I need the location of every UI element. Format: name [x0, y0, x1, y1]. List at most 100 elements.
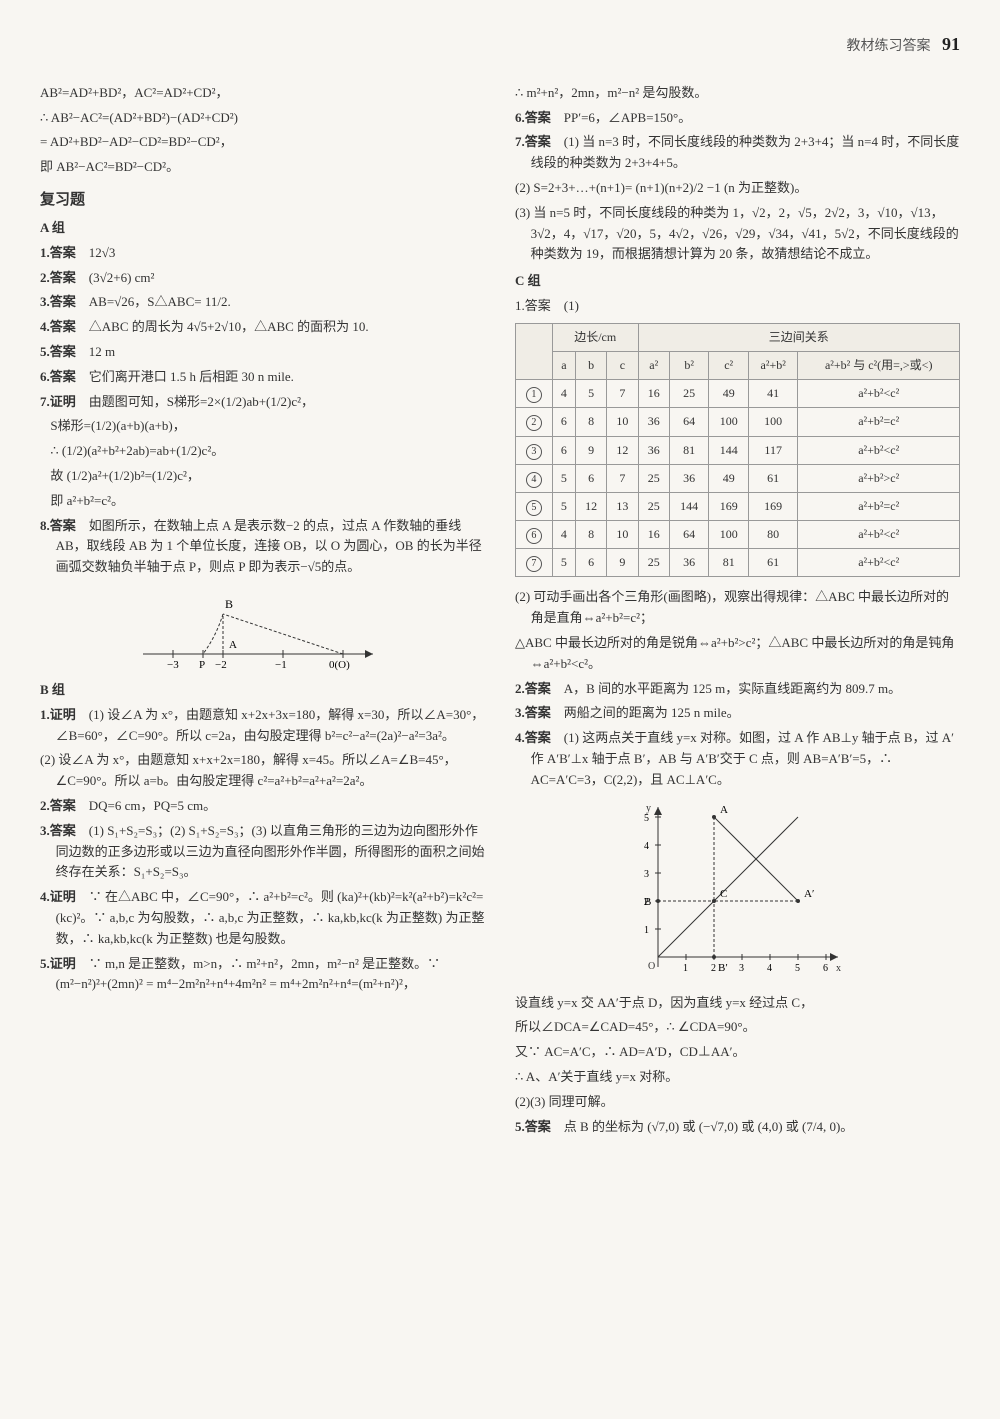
table-cell: 100: [709, 408, 749, 436]
item-num: 8.答案: [40, 518, 76, 533]
item-text: 它们离开港口 1.5 h 后相距 30 n mile.: [89, 369, 294, 384]
th: a²+b²: [748, 351, 797, 379]
table-cell: 8: [575, 521, 606, 549]
item-text: PP′=6，∠APB=150°。: [564, 110, 691, 125]
item-text: 由题图可知，S梯形=2×(1/2)ab+(1/2)c²，: [89, 394, 314, 409]
table-cell: 6: [516, 521, 553, 549]
tick: −1: [275, 659, 287, 671]
c4-line: (2)(3) 同理可解。: [515, 1092, 960, 1113]
page-number: 91: [942, 34, 960, 54]
item-text: 12 m: [89, 344, 115, 359]
svg-text:3: 3: [739, 963, 744, 974]
table-cell: 36: [669, 464, 709, 492]
table-cell: 169: [748, 492, 797, 520]
item-num: 5.证明: [40, 956, 76, 971]
table-cell: 169: [709, 492, 749, 520]
th: b: [575, 351, 606, 379]
item-text: AB=√26，S△ABC= 11/2.: [89, 294, 231, 309]
table-cell: a²+b²=c²: [798, 408, 960, 436]
item-num: 6.答案: [40, 369, 76, 384]
item-num: 6.答案: [515, 110, 551, 125]
th: b²: [669, 351, 709, 379]
group-b-head: B 组: [40, 680, 485, 701]
group-c-head: C 组: [515, 271, 960, 292]
header-label: 教材练习答案: [847, 39, 931, 54]
item-num: 3.答案: [40, 823, 76, 838]
item-text: △ABC 的周长为 4√5+2√10，△ABC 的面积为 10.: [89, 319, 369, 334]
item-text: A，B 间的水平距离为 125 m，实际直线距离约为 809.7 m。: [564, 681, 901, 696]
th: a²: [638, 351, 669, 379]
c4-line: 所以∠DCA=∠CAD=45°，∴ ∠CDA=90°。: [515, 1017, 960, 1038]
svg-text:3: 3: [644, 869, 649, 880]
th: a²+b² 与 c²(用=,>或<): [798, 351, 960, 379]
item-text: 点 B 的坐标为 (√7,0) 或 (−√7,0) 或 (4,0) 或 (7/4…: [564, 1119, 854, 1134]
c4-line: ∴ A、A′关于直线 y=x 对称。: [515, 1067, 960, 1088]
svg-text:5: 5: [795, 963, 800, 974]
table-cell: 4: [552, 521, 575, 549]
table-cell: 25: [638, 464, 669, 492]
th-group2: 三边间关系: [638, 323, 959, 351]
th-blank: [516, 323, 553, 379]
table-cell: 117: [748, 436, 797, 464]
item-text: (1) 这两点关于直线 y=x 对称。如图，过 A 作 AB⊥y 轴于点 B，过…: [531, 730, 954, 787]
intro-line: AB²=AD²+BD²，AC²=AD²+CD²，: [40, 83, 485, 104]
table-cell: 7: [607, 380, 638, 408]
th: a: [552, 351, 575, 379]
right-column: ∴ m²+n²，2mn，m²−n² 是勾股数。 6.答案 PP′=6，∠APB=…: [515, 79, 960, 1142]
table-cell: 5: [552, 464, 575, 492]
table-cell: 16: [638, 380, 669, 408]
item-text: 如图所示，在数轴上点 A 是表示数−2 的点，过点 A 作数轴的垂线 AB，取线…: [56, 518, 482, 575]
label-O: O: [648, 961, 655, 972]
table-cell: 36: [638, 408, 669, 436]
c1-after: (2) 可动手画出各个三角形(画图略)，观察出得规律：△ABC 中最长边所对的角…: [515, 587, 960, 629]
fuxiti-head: 复习题: [40, 188, 485, 212]
svg-text:1: 1: [644, 925, 649, 936]
table-cell: 8: [575, 408, 606, 436]
table-cell: 2: [516, 408, 553, 436]
item-num: 4.答案: [515, 730, 551, 745]
label-A: A: [229, 639, 237, 651]
table-cell: 12: [607, 436, 638, 464]
table-cell: 3: [516, 436, 553, 464]
table-cell: 5: [516, 492, 553, 520]
tick: −2: [215, 659, 227, 671]
proof-line: ∴ (1/2)(a²+b²+2ab)=ab+(1/2)c²。: [40, 441, 485, 462]
table-cell: 49: [709, 464, 749, 492]
svg-text:2: 2: [711, 963, 716, 974]
item-num: 4.证明: [40, 889, 76, 904]
table-cell: 25: [638, 492, 669, 520]
label-B: B: [225, 597, 233, 611]
table-cell: 6: [575, 464, 606, 492]
table-cell: 9: [575, 436, 606, 464]
item-num: 5.答案: [515, 1119, 551, 1134]
table-cell: 100: [709, 521, 749, 549]
table-cell: 10: [607, 521, 638, 549]
table-cell: 13: [607, 492, 638, 520]
svg-text:5: 5: [644, 813, 649, 824]
intro-line: 即 AB²−AC²=BD²−CD²。: [40, 157, 485, 178]
table-cell: 5: [575, 380, 606, 408]
table-cell: 36: [638, 436, 669, 464]
table-cell: 4: [552, 380, 575, 408]
group-a-head: A 组: [40, 218, 485, 239]
item-text: (1) 当 n=3 时，不同长度线段的种类数为 2+3+4；当 n=4 时，不同…: [531, 134, 960, 170]
svg-text:A′: A′: [804, 888, 814, 900]
c4-line: 又∵ AC=A′C，∴ AD=A′D，CD⊥AA′。: [515, 1042, 960, 1063]
table-cell: 5: [552, 492, 575, 520]
item-text: (2) 设∠A 为 x°，由题意知 x+x+2x=180，解得 x=45。所以∠…: [40, 750, 485, 792]
table-cell: 5: [552, 549, 575, 577]
table-cell: 81: [669, 436, 709, 464]
th-group1: 边长/cm: [552, 323, 638, 351]
intro-line: ∴ AB²−AC²=(AD²+BD²)−(AD²+CD²): [40, 108, 485, 129]
item-text: (3) 当 n=5 时，不同长度线段的种类为 1，√2，2，√5，2√2，3，√…: [515, 203, 960, 265]
item-num: 3.答案: [40, 294, 76, 309]
item-text: (1) S₁+S₂=S₃；(2) S₁+S₂=S₃；(3) 以直角三角形的三边为…: [56, 823, 485, 880]
tick: −3: [167, 659, 179, 671]
svg-text:6: 6: [823, 963, 828, 974]
table-cell: 4: [516, 464, 553, 492]
th: c²: [709, 351, 749, 379]
table-cell: 64: [669, 408, 709, 436]
tick: 0(O): [329, 659, 350, 671]
table-cell: 9: [607, 549, 638, 577]
item-text: 两船之间的距离为 125 n mile。: [564, 705, 740, 720]
